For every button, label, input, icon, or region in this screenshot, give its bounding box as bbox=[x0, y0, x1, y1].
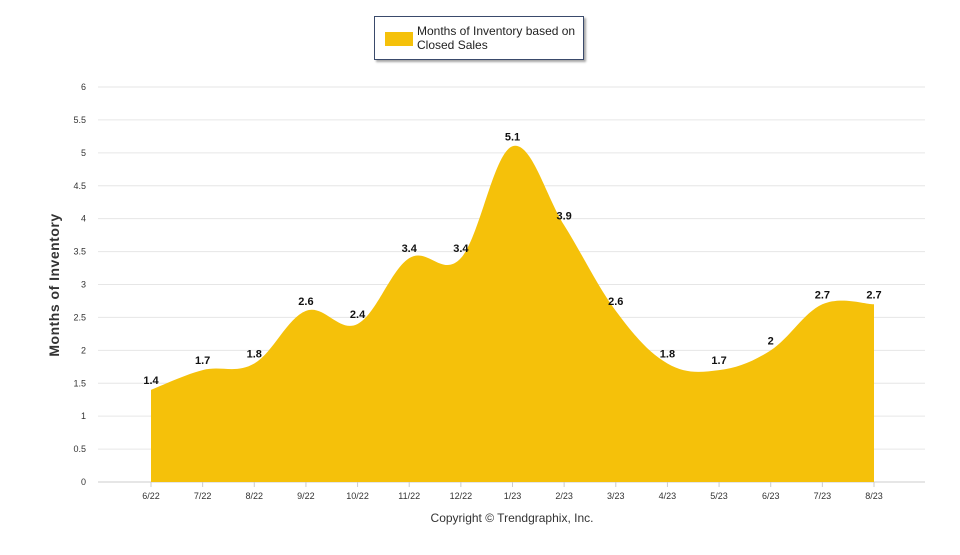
x-tick-label: 3/23 bbox=[607, 491, 625, 501]
y-tick-label: 5.5 bbox=[73, 115, 86, 125]
x-tick-label: 8/22 bbox=[246, 491, 264, 501]
y-tick-label: 0.5 bbox=[73, 444, 86, 454]
y-tick-label: 0 bbox=[81, 477, 86, 487]
x-tick-label: 11/22 bbox=[398, 491, 420, 501]
x-tick-label: 12/22 bbox=[450, 491, 473, 501]
y-tick-label: 1.5 bbox=[73, 378, 86, 388]
x-tick-label: 8/23 bbox=[865, 491, 883, 501]
data-label: 1.8 bbox=[247, 349, 262, 361]
legend-label: Months of Inventory based on Closed Sale… bbox=[417, 24, 576, 52]
area-fill bbox=[151, 145, 874, 482]
legend[interactable]: Months of Inventory based on Closed Sale… bbox=[374, 16, 584, 60]
data-label: 1.7 bbox=[711, 355, 726, 367]
x-tick-label: 1/23 bbox=[504, 491, 522, 501]
y-tick-label: 4 bbox=[81, 214, 86, 224]
data-label: 2.7 bbox=[815, 289, 830, 301]
data-label: 1.4 bbox=[143, 375, 159, 387]
data-label: 2.7 bbox=[866, 289, 881, 301]
y-tick-label: 3 bbox=[81, 280, 86, 290]
y-tick-label: 4.5 bbox=[73, 181, 86, 191]
data-label: 5.1 bbox=[505, 131, 520, 143]
area-series bbox=[151, 145, 874, 482]
y-tick-label: 2.5 bbox=[73, 312, 86, 322]
y-tick-label: 3.5 bbox=[73, 247, 86, 257]
data-labels: 1.4 1.7 1.8 2.6 2.4 3.4 3.4 5.1 3.9 2.6 1.8 1.7 2 2.7… bbox=[143, 131, 881, 387]
axes: 0 0.5 1 1.5 2 2.5 3 3.5 4 4.5 5 5.5 6 6/22 7/22 8/22 9/2… bbox=[73, 82, 882, 501]
x-tick-label: 7/23 bbox=[814, 491, 832, 501]
y-axis-title: Months of Inventory bbox=[46, 213, 62, 356]
x-tick-label: 6/22 bbox=[142, 491, 160, 501]
copyright-text: Copyright © Trendgraphix, Inc. bbox=[430, 511, 594, 525]
data-label: 3.4 bbox=[453, 243, 469, 255]
y-tick-label: 1 bbox=[81, 411, 86, 421]
y-tick-label: 5 bbox=[81, 148, 86, 158]
data-label: 2.6 bbox=[608, 296, 623, 308]
x-tick-label: 7/22 bbox=[194, 491, 212, 501]
x-tick-label: 5/23 bbox=[710, 491, 728, 501]
data-label: 3.4 bbox=[402, 243, 418, 255]
data-label: 3.9 bbox=[556, 210, 571, 222]
x-tick-label: 2/23 bbox=[555, 491, 573, 501]
legend-swatch bbox=[385, 32, 413, 46]
data-label: 2.6 bbox=[298, 296, 313, 308]
data-label: 2 bbox=[768, 335, 774, 347]
y-tick-label: 6 bbox=[81, 82, 86, 92]
x-tick-label: 10/22 bbox=[346, 491, 369, 501]
data-label: 1.8 bbox=[660, 349, 675, 361]
data-label: 2.4 bbox=[350, 309, 366, 321]
y-tick-label: 2 bbox=[81, 345, 86, 355]
x-tick-label: 9/22 bbox=[297, 491, 315, 501]
x-tick-label: 6/23 bbox=[762, 491, 780, 501]
data-label: 1.7 bbox=[195, 355, 210, 367]
x-tick-label: 4/23 bbox=[659, 491, 677, 501]
